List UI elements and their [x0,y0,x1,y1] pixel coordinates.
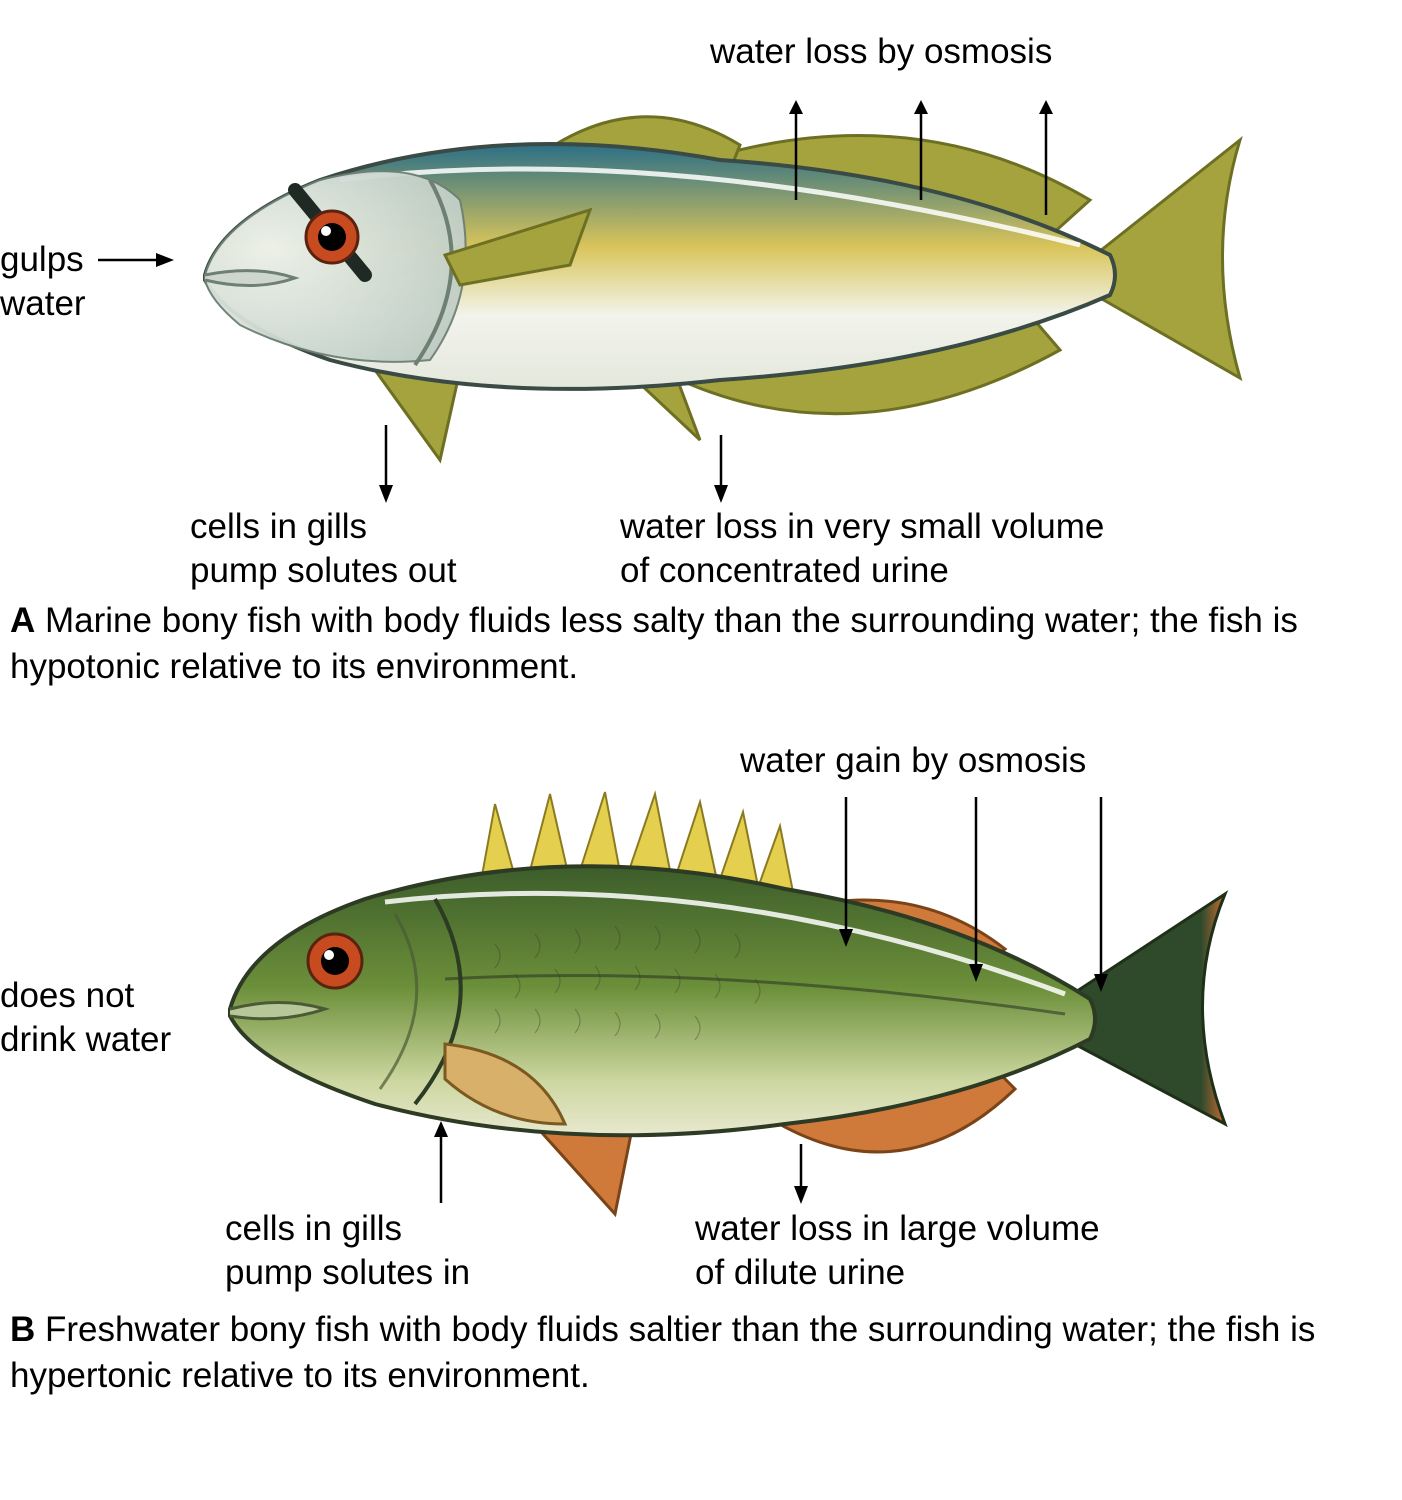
label-gills-b-line2: pump solutes in [225,1253,470,1292]
arrow-osmosis-a-2 [920,100,922,200]
label-mouth-a: gulps water [0,238,86,326]
label-osmosis-a: water loss by osmosis [710,30,1052,74]
osmoregulation-figure: water loss by osmosis gulps water [0,20,1402,1438]
panel-b-stage: water gain by osmosis does not drink wat… [0,729,1402,1289]
arrow-osmosis-b-2 [975,797,977,982]
label-gills-a-line2: pump solutes out [190,551,457,590]
label-urine-a-line2: of concentrated urine [620,551,949,590]
panel-b: water gain by osmosis does not drink wat… [0,729,1402,1438]
panel-b-caption-text: Freshwater bony fish with body fluids sa… [10,1310,1315,1395]
freshwater-fish-illustration [195,784,1245,1234]
panel-a-stage: water loss by osmosis gulps water [0,20,1402,580]
label-mouth-b-line2: drink water [0,1020,171,1059]
panel-a: water loss by osmosis gulps water [0,20,1402,729]
panel-b-caption-bold: B [10,1310,35,1349]
arrow-osmosis-a-1 [795,100,797,200]
panel-a-caption-bold: A [10,601,35,640]
label-urine-a: water loss in very small volume of conce… [620,505,1104,593]
label-urine-b-line2: of dilute urine [695,1253,905,1292]
label-mouth-a-line2: water [0,284,86,323]
label-mouth-a-line1: gulps [0,240,84,279]
arrow-mouth-a [98,250,178,270]
panel-b-caption: B Freshwater bony fish with body fluids … [0,1289,1402,1438]
panel-a-caption-text: Marine bony fish with body fluids less s… [10,601,1298,686]
arrow-urine-a [720,435,722,503]
arrow-urine-b [800,1144,802,1204]
panel-a-caption: A Marine bony fish with body fluids less… [0,580,1402,729]
label-urine-b-line1: water loss in large volume [695,1209,1100,1248]
label-urine-b: water loss in large volume of dilute uri… [695,1207,1100,1295]
label-gills-a: cells in gills pump solutes out [190,505,457,593]
arrow-osmosis-a-3 [1045,100,1047,215]
label-mouth-b: does not drink water [0,974,171,1062]
label-gills-b-line1: cells in gills [225,1209,402,1248]
label-gills-b: cells in gills pump solutes in [225,1207,470,1295]
arrow-gills-b [440,1121,442,1203]
arrow-osmosis-b-1 [845,797,847,947]
label-urine-a-line1: water loss in very small volume [620,507,1104,546]
label-mouth-b-line1: does not [0,976,134,1015]
label-osmosis-b: water gain by osmosis [740,739,1086,783]
arrow-osmosis-b-3 [1100,797,1102,992]
arrow-gills-a [385,425,387,503]
label-gills-a-line1: cells in gills [190,507,367,546]
marine-fish-illustration [160,60,1260,500]
